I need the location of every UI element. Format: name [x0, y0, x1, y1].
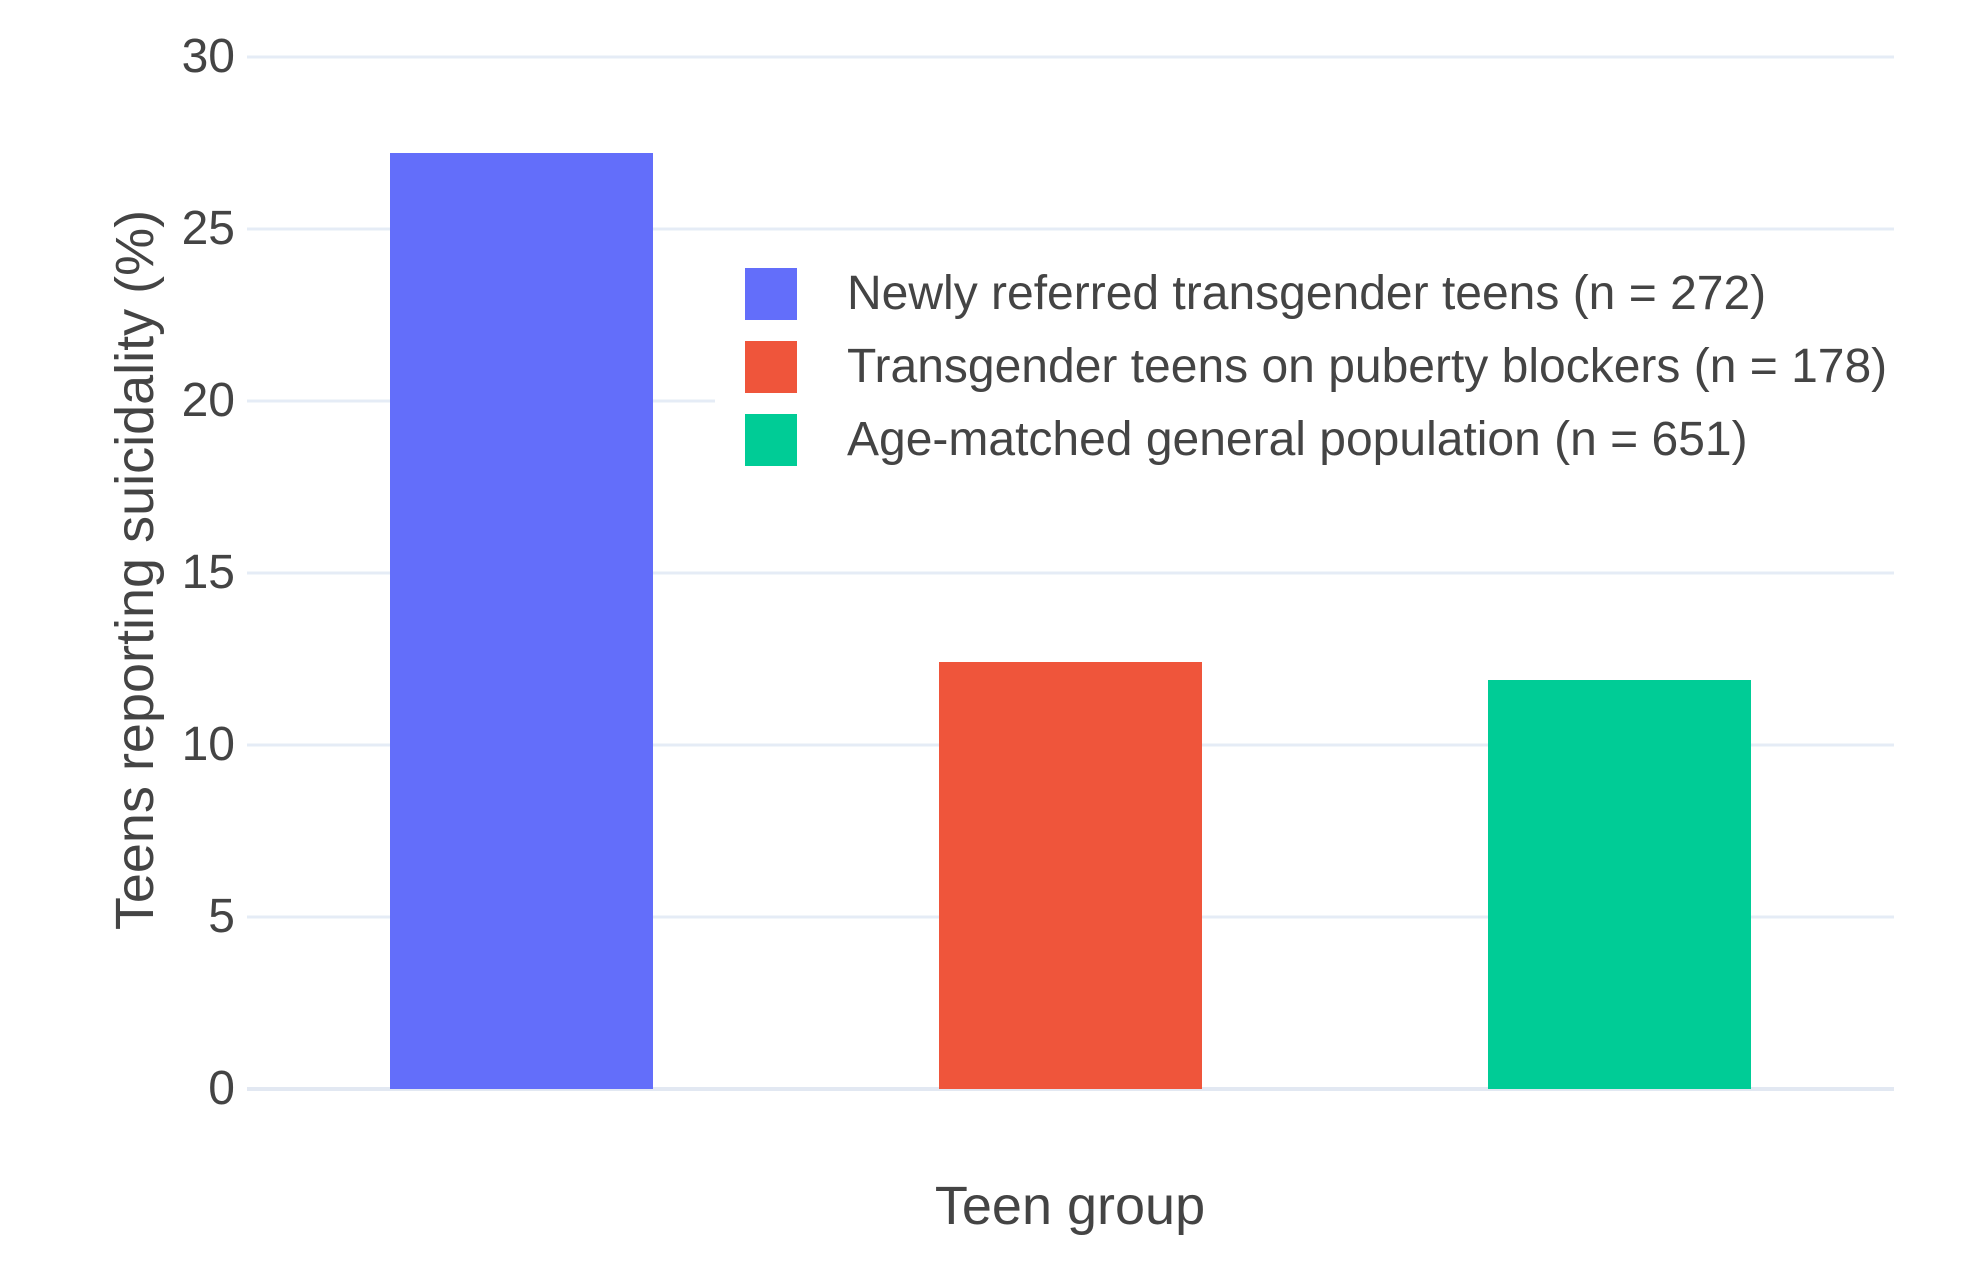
legend-item-3[interactable]: Age-matched general population (n = 651)	[745, 412, 1887, 467]
plot-area[interactable]	[247, 50, 1894, 1091]
gridline	[247, 55, 1894, 59]
bars	[247, 50, 1894, 1089]
legend-label: Age-matched general population (n = 651)	[847, 413, 1748, 466]
y-tick-label-25: 25	[181, 201, 235, 255]
y-tick-label-0: 0	[208, 1062, 235, 1115]
legend-label: Newly referred transgender teens (n = 27…	[847, 267, 1767, 320]
y-tick-labels: 0 5 10 15 20 25 30	[0, 32, 235, 1112]
gridline	[247, 227, 1894, 231]
zero-gridline	[247, 1087, 1894, 1091]
bar-transgender-teens-on-puberty-blockers[interactable]	[938, 662, 1203, 1089]
legend-swatch-icon	[745, 340, 797, 393]
legend-swatch-icon	[745, 267, 797, 320]
bar-newly-referred-transgender-teens[interactable]	[389, 153, 654, 1089]
y-tick-label-15: 15	[181, 545, 235, 599]
bar-age-matched-general-population[interactable]	[1487, 679, 1752, 1089]
legend-swatch-icon	[745, 413, 797, 466]
gridline	[247, 571, 1894, 575]
legend-item-2[interactable]: Transgender teens on puberty blockers (n…	[745, 339, 1887, 394]
legend: Newly referred transgender teens (n = 27…	[715, 238, 1933, 495]
y-tick-label-30: 30	[181, 29, 235, 83]
legend-label: Transgender teens on puberty blockers (n…	[847, 340, 1888, 393]
x-axis-title: Teen group	[934, 1176, 1206, 1236]
legend-item-1[interactable]: Newly referred transgender teens (n = 27…	[745, 266, 1887, 321]
y-tick-label-20: 20	[181, 373, 235, 427]
y-tick-label-5: 5	[208, 889, 235, 943]
y-tick-label-10: 10	[181, 717, 235, 771]
